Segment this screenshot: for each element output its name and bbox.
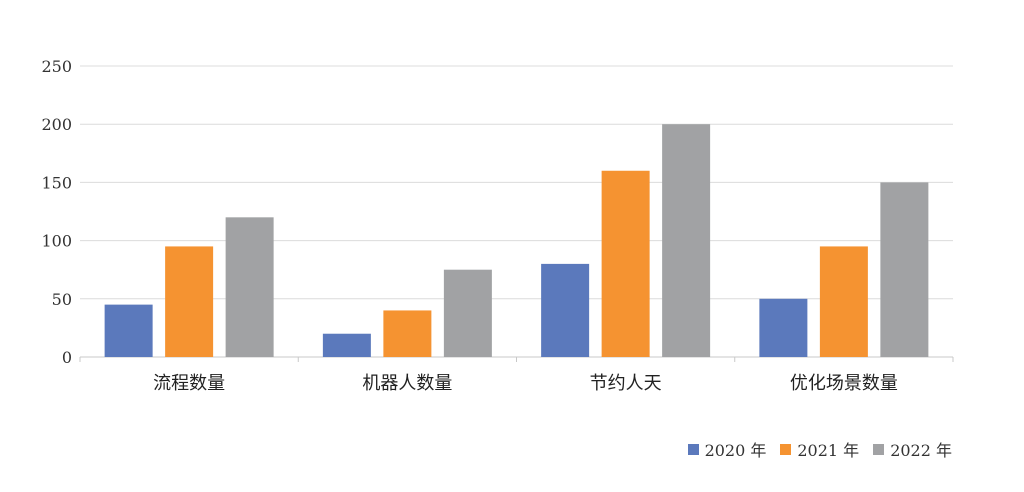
legend-item: 2022 年 — [873, 437, 952, 461]
legend-swatch — [780, 443, 792, 455]
bar — [383, 310, 432, 357]
bar — [662, 124, 711, 357]
legend-swatch — [687, 443, 699, 455]
legend-label: 2020 年 — [704, 441, 767, 460]
y-tick-label: 200 — [41, 115, 72, 134]
legend-label: 2021 年 — [797, 441, 860, 460]
x-tick-label: 节约人天 — [590, 373, 662, 394]
bar — [225, 217, 274, 357]
y-tick-label: 250 — [41, 57, 72, 76]
legend-swatch — [873, 443, 885, 455]
bar — [819, 246, 868, 357]
bar — [880, 182, 929, 357]
bar — [104, 304, 153, 357]
legend-item: 2020 年 — [687, 437, 767, 461]
bar — [322, 333, 371, 357]
y-tick-label: 150 — [41, 173, 72, 192]
legend-label: 2022 年 — [890, 441, 952, 460]
bar — [443, 269, 492, 357]
bar — [165, 246, 214, 357]
y-tick-label: 100 — [41, 232, 72, 251]
bar — [759, 298, 808, 357]
bar — [541, 263, 590, 357]
legend: 2020 年 2021 年 2022 年 — [687, 437, 952, 461]
x-tick-label: 流程数量 — [153, 373, 225, 394]
x-tick-label: 优化场景数量 — [790, 373, 898, 394]
legend-item: 2021 年 — [780, 437, 859, 461]
y-tick-label: 50 — [52, 290, 72, 309]
x-tick-label: 机器人数量 — [362, 373, 452, 394]
bar — [601, 170, 650, 357]
y-tick-label: 0 — [62, 348, 72, 367]
